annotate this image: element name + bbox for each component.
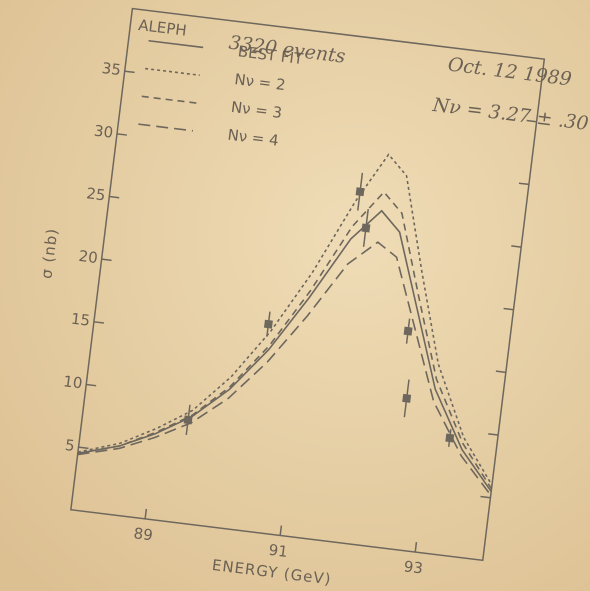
page: {"chart_data": { "type": "line", "annota…	[0, 0, 590, 591]
y-tick-label: 30	[93, 122, 114, 142]
x-tick-label: 93	[403, 557, 424, 577]
data-point	[264, 320, 273, 329]
data-point	[356, 187, 365, 196]
data-point	[445, 434, 454, 443]
background	[0, 0, 590, 591]
chart: ALEPH 3320 events Oct. 12 1989 Nν = 3.27…	[0, 0, 590, 591]
data-point	[404, 327, 413, 336]
data-point	[184, 415, 193, 424]
x-tick-label: 89	[133, 524, 154, 544]
y-tick-label: 20	[78, 247, 99, 267]
data-point	[402, 394, 411, 403]
y-tick-label: 25	[85, 184, 106, 204]
x-tick-label: 91	[268, 541, 289, 561]
y-tick-label: 15	[70, 310, 91, 330]
data-point	[361, 224, 370, 233]
y-tick-label: 35	[101, 59, 122, 79]
y-tick-label: 10	[62, 372, 83, 392]
